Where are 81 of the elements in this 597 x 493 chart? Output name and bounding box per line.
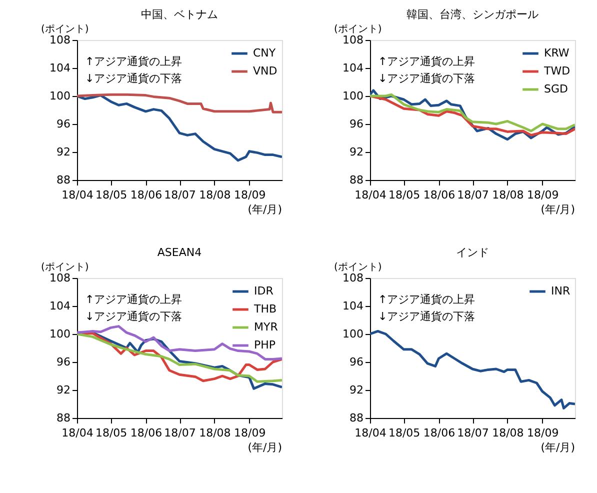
- legend-label: INR: [551, 284, 570, 298]
- x-tick-label: 18/05: [388, 426, 420, 440]
- y-axis-title: (ポイント): [334, 262, 382, 273]
- x-axis-title: (年/月): [540, 203, 575, 216]
- x-tick-label: 18/06: [130, 188, 162, 202]
- x-tick-label: 18/09: [234, 426, 266, 440]
- x-tick-label: 18/07: [164, 426, 196, 440]
- x-tick-label: 18/08: [492, 426, 524, 440]
- legend-label: SGD: [544, 82, 568, 96]
- annotation: ↑アジア通貨の上昇: [85, 293, 182, 306]
- x-tick-label: 18/04: [354, 188, 386, 202]
- y-tick-label: 88: [56, 412, 70, 424]
- x-tick-label: 18/09: [526, 188, 559, 202]
- y-tick-label: 96: [350, 356, 364, 368]
- annotation: ↓アジア通貨の下落: [85, 310, 182, 323]
- x-tick-label: 18/04: [354, 426, 386, 440]
- y-tick-label: 100: [50, 328, 70, 340]
- line-series: [77, 94, 282, 162]
- y-axis-title: (ポイント): [41, 24, 89, 35]
- y-tick-label: 88: [350, 412, 364, 424]
- annotation: ↑アジア通貨の上昇: [378, 55, 476, 68]
- line-series: [370, 330, 575, 410]
- y-tick-label: 100: [342, 90, 364, 102]
- y-tick-label: 108: [50, 272, 70, 284]
- chart-title: インド: [456, 246, 489, 259]
- legend-label: PHP: [254, 338, 276, 352]
- legend-label: TWD: [543, 64, 570, 78]
- annotation: ↓アジア通貨の下落: [85, 72, 182, 85]
- y-tick-label: 92: [56, 146, 70, 158]
- y-tick-label: 92: [350, 384, 364, 396]
- x-tick-label: 18/06: [423, 188, 456, 202]
- x-tick-label: 18/07: [164, 188, 196, 202]
- legend-label: IDR: [254, 284, 274, 298]
- x-tick-label: 18/05: [95, 188, 128, 202]
- x-tick-label: 18/07: [457, 188, 489, 202]
- y-axis-title: (ポイント): [41, 262, 89, 273]
- chart-title: 韓国、台湾、シンガポール: [406, 8, 538, 21]
- x-tick-label: 18/06: [423, 426, 456, 440]
- annotation: ↓アジア通貨の下落: [378, 310, 476, 323]
- x-tick-label: 18/09: [234, 188, 266, 202]
- x-tick-label: 18/04: [62, 188, 94, 202]
- x-axis-title: (年/月): [540, 441, 575, 454]
- y-tick-label: 88: [56, 174, 70, 186]
- x-tick-label: 18/05: [388, 188, 420, 202]
- line-series: [77, 93, 282, 114]
- chart-title: 中国、ベトナム: [141, 8, 218, 21]
- y-tick-label: 104: [50, 300, 70, 312]
- x-tick-label: 18/08: [199, 188, 231, 202]
- annotation: ↑アジア通貨の上昇: [85, 55, 182, 68]
- x-tick-label: 18/05: [95, 426, 128, 440]
- chart-title: ASEAN4: [157, 246, 202, 259]
- legend-label: CNY: [253, 46, 276, 60]
- y-tick-label: 104: [50, 62, 70, 74]
- y-tick-label: 96: [56, 118, 70, 130]
- legend-label: KRW: [544, 46, 570, 60]
- annotation: ↓アジア通貨の下落: [378, 72, 476, 85]
- annotation: ↑アジア通貨の上昇: [378, 293, 476, 306]
- legend-label: VND: [253, 64, 278, 78]
- y-tick-label: 92: [350, 146, 364, 158]
- y-tick-label: 92: [56, 384, 70, 396]
- x-tick-label: 18/04: [62, 426, 94, 440]
- y-axis-title: (ポイント): [334, 24, 382, 35]
- x-tick-label: 18/09: [526, 426, 559, 440]
- legend-label: THB: [253, 302, 277, 316]
- y-tick-label: 104: [342, 300, 364, 312]
- x-axis-title: (年/月): [248, 441, 282, 454]
- x-axis-title: (年/月): [248, 203, 282, 216]
- y-tick-label: 108: [342, 272, 364, 284]
- y-tick-label: 108: [342, 34, 364, 46]
- y-tick-label: 96: [350, 118, 364, 130]
- y-tick-label: 88: [350, 174, 364, 186]
- x-tick-label: 18/08: [492, 188, 524, 202]
- x-tick-label: 18/07: [457, 426, 489, 440]
- y-tick-label: 100: [342, 328, 364, 340]
- y-tick-label: 108: [50, 34, 70, 46]
- x-tick-label: 18/08: [199, 426, 231, 440]
- y-tick-label: 96: [56, 356, 70, 368]
- legend-label: MYR: [254, 320, 278, 334]
- y-tick-label: 104: [342, 62, 364, 74]
- y-tick-label: 100: [50, 90, 70, 102]
- x-tick-label: 18/06: [130, 426, 162, 440]
